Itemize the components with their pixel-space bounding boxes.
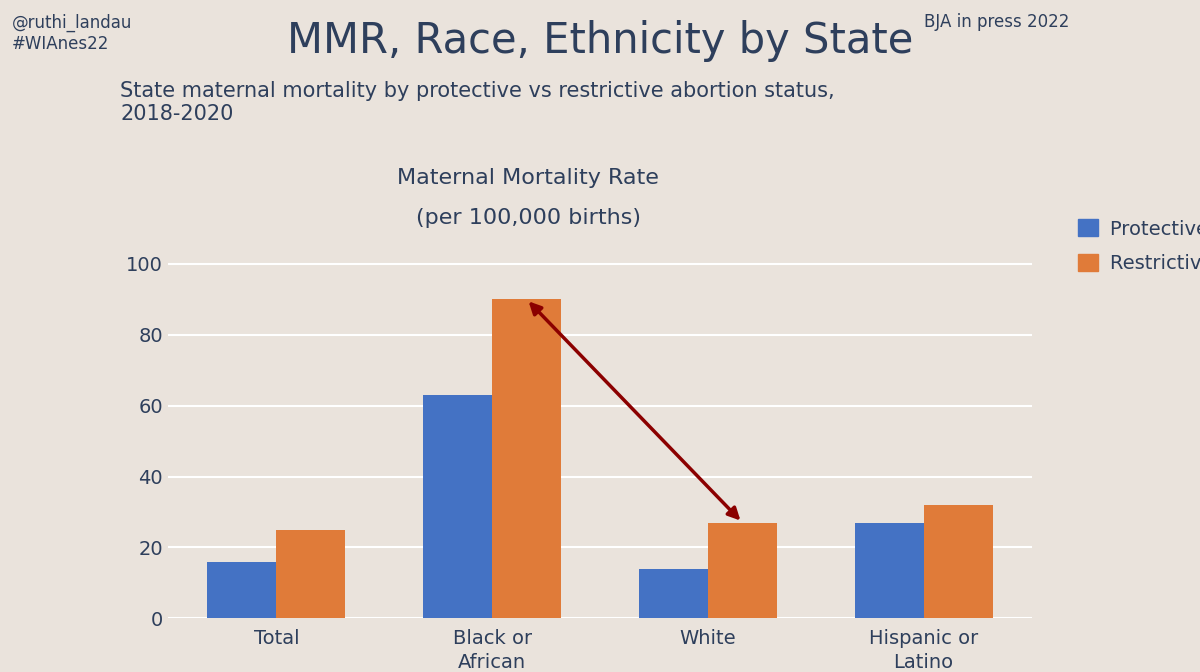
Bar [708,523,776,618]
Text: @ruthi_landau
#WIAnes22: @ruthi_landau #WIAnes22 [12,13,132,52]
Bar [276,530,346,618]
Bar [854,523,924,618]
Bar [924,505,992,618]
Text: Maternal Mortality Rate: Maternal Mortality Rate [397,168,659,188]
Text: (per 100,000 births): (per 100,000 births) [415,208,641,228]
Text: State maternal mortality by protective vs restrictive abortion status,
2018-2020: State maternal mortality by protective v… [120,81,835,124]
Legend: Protective (11 states), Restrictive (18 states): Protective (11 states), Restrictive (18 … [1079,218,1200,273]
Bar [208,562,276,618]
Bar [424,395,492,618]
Bar [492,299,562,618]
Text: MMR, Race, Ethnicity by State: MMR, Race, Ethnicity by State [287,20,913,62]
Text: BJA in press 2022: BJA in press 2022 [924,13,1069,32]
Bar [638,569,708,618]
